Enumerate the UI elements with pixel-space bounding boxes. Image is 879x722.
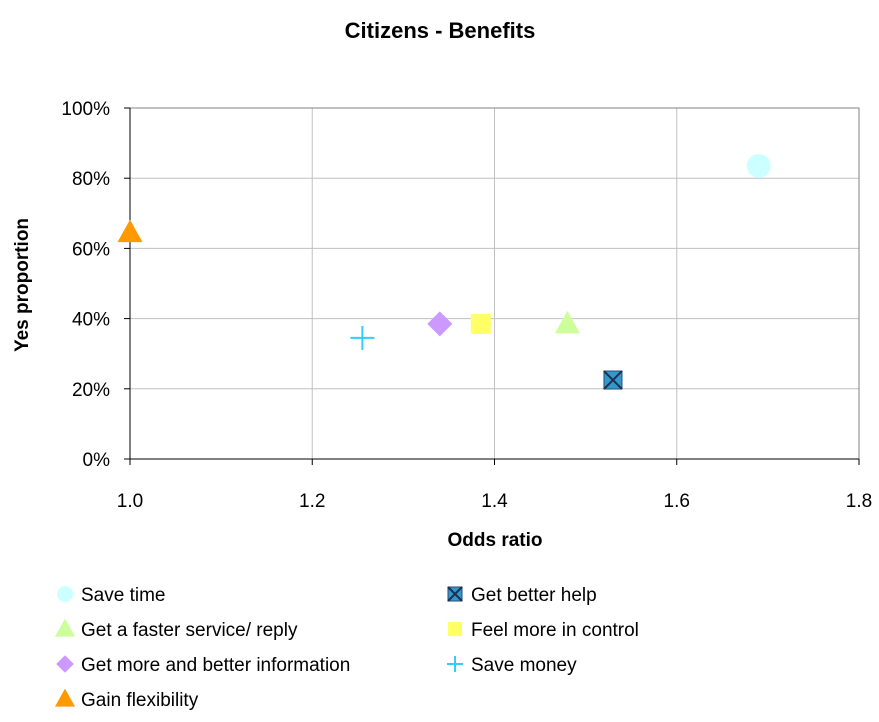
data-point-1 xyxy=(603,370,623,390)
axes: 1.0 1.2 1.4 1.6 1.8 0% 20% 40% 60% 80% 100% xyxy=(61,99,872,512)
data-points xyxy=(117,153,771,390)
y-tick-label-4: 80% xyxy=(72,169,110,190)
chart-title: Citizens - Benefits xyxy=(345,18,536,43)
x-tick-label-3: 1.6 xyxy=(664,491,690,512)
data-point-6 xyxy=(117,219,143,243)
legend-marker-1-x2 xyxy=(447,586,463,602)
legend-item-1: Get better help xyxy=(447,585,597,606)
x-tick-label-2: 1.4 xyxy=(481,491,508,512)
y-tick-label-3: 60% xyxy=(72,239,110,260)
data-point-2 xyxy=(554,310,580,334)
data-point-5 xyxy=(350,325,375,350)
legend-label-2: Get a faster service/ reply xyxy=(81,620,298,641)
data-point-0 xyxy=(746,153,771,178)
legend-item-0: Save time xyxy=(57,585,165,606)
legend-label-6: Gain flexibility xyxy=(81,690,199,711)
x-tick-label-0: 1.0 xyxy=(117,491,143,512)
legend-marker-5 xyxy=(447,656,463,672)
legend-label-4: Get more and better information xyxy=(81,655,350,676)
data-point-1-x2 xyxy=(603,370,623,390)
legend-marker-2 xyxy=(55,618,75,637)
legend-item-6: Gain flexibility xyxy=(55,688,199,711)
legend-item-3: Feel more in control xyxy=(448,620,639,641)
y-tick-label-2: 40% xyxy=(72,310,110,331)
legend-item-4: Get more and better information xyxy=(56,655,350,676)
legend-item-2: Get a faster service/ reply xyxy=(55,618,298,641)
legend-marker-3 xyxy=(448,622,462,636)
legend-label-1: Get better help xyxy=(471,585,597,606)
x-tick-label-4: 1.8 xyxy=(846,491,872,512)
x-axis-title: Odds ratio xyxy=(447,530,542,551)
y-axis-title: Yes proportion xyxy=(12,218,33,352)
x-tick-label-1: 1.2 xyxy=(299,491,325,512)
legend: Save time Get better help Get a faster ser… xyxy=(55,585,639,711)
data-point-4 xyxy=(427,311,453,337)
legend-marker-1 xyxy=(447,586,463,602)
y-tick-label-5: 100% xyxy=(61,99,110,120)
y-tick-label-0: 0% xyxy=(83,450,111,471)
y-tick-label-1: 20% xyxy=(72,380,110,401)
legend-marker-6 xyxy=(55,688,75,707)
legend-marker-4 xyxy=(56,655,74,673)
legend-label-0: Save time xyxy=(81,585,165,606)
legend-label-5: Save money xyxy=(471,655,577,676)
legend-marker-0 xyxy=(57,586,73,602)
data-point-3 xyxy=(470,313,491,334)
legend-item-5: Save money xyxy=(447,655,577,676)
legend-label-3: Feel more in control xyxy=(471,620,639,641)
